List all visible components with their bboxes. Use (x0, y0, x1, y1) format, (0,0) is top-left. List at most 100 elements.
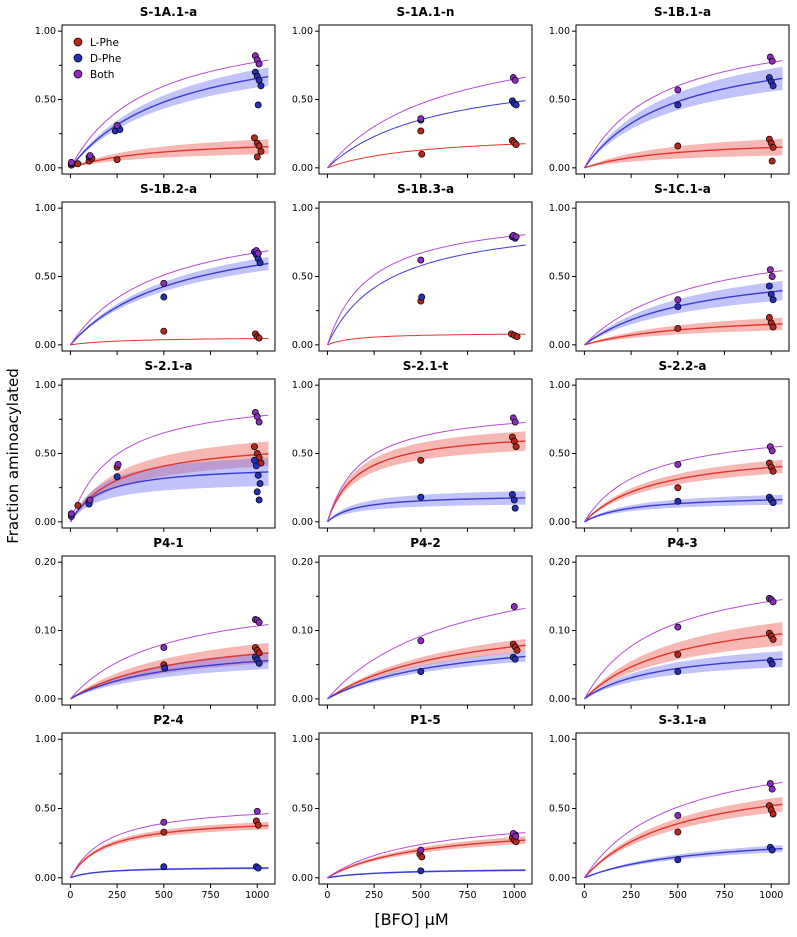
fit-curve (327, 655, 526, 700)
y-tick-label: 0.50 (549, 804, 570, 815)
data-point (256, 259, 264, 267)
data-point (86, 152, 94, 159)
data-point (252, 462, 260, 470)
panel-plot: 0.00 0.50 1.00 (292, 201, 533, 355)
data-point (674, 460, 682, 468)
panel-title: S-2.1-a (144, 359, 193, 373)
plot-area (327, 603, 526, 700)
fit-curve (327, 76, 526, 169)
data-point (255, 618, 263, 626)
data-point (674, 811, 682, 819)
chart-panel: S-2.1-t 0.00 0.50 1.00 (283, 358, 540, 535)
data-point (769, 635, 777, 643)
x-tick-label: 0 (67, 890, 73, 901)
y-tick-label: 1.00 (292, 380, 313, 391)
fit-curve (583, 599, 783, 700)
y-tick-label: 1.00 (292, 734, 313, 745)
x-tick-label: 750 (201, 890, 219, 901)
plot-area (583, 266, 783, 346)
data-point (113, 156, 121, 164)
x-tick-label: 1000 (759, 890, 783, 901)
data-point (417, 867, 425, 875)
data-point (674, 484, 682, 492)
data-point (67, 158, 75, 166)
panel-title: S-2.1-t (402, 359, 449, 373)
confidence-band (584, 845, 783, 878)
data-point (674, 86, 682, 94)
data-point (256, 480, 264, 488)
panel-plot: 0.00 0.50 1.00 (292, 378, 533, 532)
y-tick-label: 0.50 (549, 449, 570, 460)
chart-panel: S-3.1-a 0.00 0.50 1.00 0 250 500 750 1000 (540, 712, 797, 904)
panel-border (318, 201, 533, 352)
data-point (674, 828, 682, 836)
panel-grid: S-1A.1-a 0.00 0.50 1.00 L-Phe D-Phe Both S-1A.1… (26, 4, 797, 907)
data-point (768, 785, 776, 793)
fit-curve (583, 290, 783, 346)
y-tick-label: 1.00 (549, 203, 570, 214)
panel-plot: 0.00 0.50 1.00 (549, 24, 790, 178)
x-tick-label: 500 (669, 890, 687, 901)
confidence-band (584, 138, 783, 168)
data-point (254, 471, 262, 479)
data-point (674, 668, 682, 675)
data-point (255, 496, 263, 504)
data-point (160, 863, 168, 871)
x-tick-label: 250 (108, 890, 126, 901)
data-point (86, 496, 94, 504)
panel-title: S-1A.1-n (396, 5, 455, 19)
panel-title: S-3.1-a (658, 713, 707, 727)
y-tick-label: 0.50 (292, 272, 313, 283)
data-point (255, 418, 263, 426)
fit-curve (584, 847, 783, 879)
panel-title: P2-4 (153, 713, 184, 727)
data-point (511, 504, 519, 512)
data-point (418, 150, 426, 158)
panel-border (318, 24, 533, 175)
panel-plot: 0.00 0.50 1.00 (292, 24, 533, 178)
data-point (255, 60, 263, 68)
fit-curve (70, 867, 269, 879)
fit-curve (69, 250, 269, 346)
data-point (250, 134, 258, 142)
panel-title: P4-1 (153, 536, 184, 550)
fit-curve (327, 869, 526, 879)
x-tick-label: 250 (622, 890, 640, 901)
chart-panel: S-1A.1-a 0.00 0.50 1.00 L-Phe D-Phe Both (26, 4, 283, 181)
fit-curve (70, 652, 269, 700)
plot-area (583, 594, 783, 700)
chart-panel: S-1B.1-a 0.00 0.50 1.00 (540, 4, 797, 181)
data-point (160, 644, 168, 652)
y-tick-label: 0.20 (35, 557, 56, 568)
panel-border (318, 732, 533, 885)
panel-plot: 0.00 0.10 0.20 (35, 555, 276, 709)
data-point (674, 623, 682, 631)
data-point (766, 266, 774, 274)
panel-border (61, 555, 276, 706)
fit-curve (583, 465, 783, 523)
y-tick-label: 0.20 (549, 557, 570, 568)
y-tick-label: 0.00 (549, 163, 570, 174)
panel-border (575, 201, 790, 352)
fit-curve (70, 624, 269, 700)
y-tick-label: 0.00 (549, 873, 570, 884)
chart-panel: S-2.2-a 0.00 0.50 1.00 (540, 358, 797, 535)
fit-curve (69, 453, 269, 523)
y-tick-label: 1.00 (549, 380, 570, 391)
x-tick-label: 500 (155, 890, 173, 901)
data-point (417, 493, 425, 501)
data-point (768, 157, 776, 165)
fit-curve (326, 234, 526, 346)
data-point (512, 101, 520, 109)
confidence-band (327, 836, 526, 878)
data-point (769, 499, 777, 507)
data-point (769, 143, 777, 151)
data-point (768, 846, 776, 854)
panel-border (61, 201, 276, 352)
y-axis-label-text: Fraction aminoacylated (4, 367, 23, 544)
data-point (160, 327, 168, 335)
y-tick-label: 0.00 (35, 517, 56, 528)
x-tick-label: 1000 (245, 890, 269, 901)
x-tick-label: 1000 (502, 890, 526, 901)
data-point (417, 256, 425, 264)
